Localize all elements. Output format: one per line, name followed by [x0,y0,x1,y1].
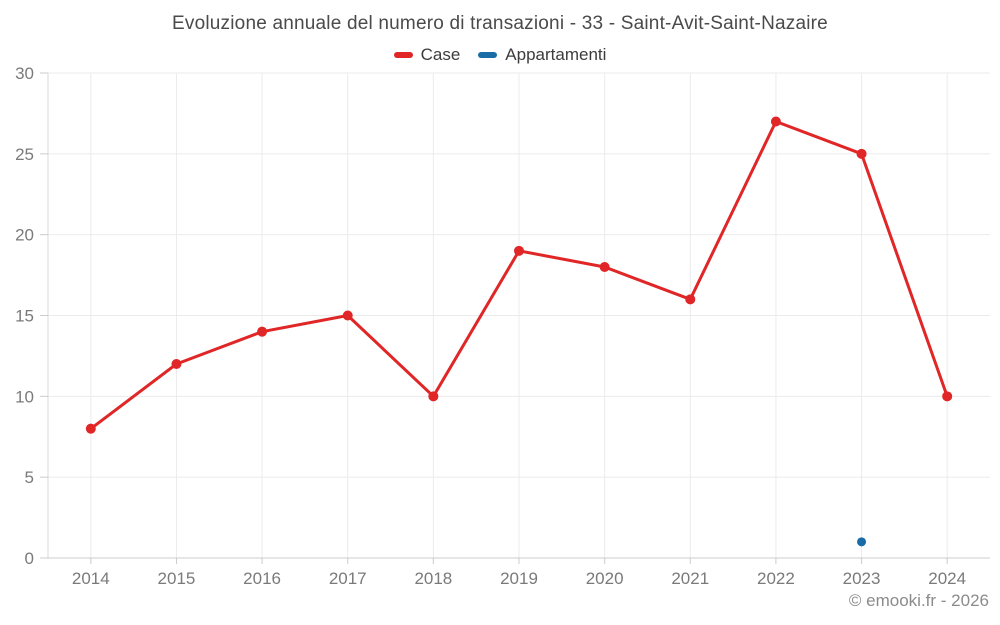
data-point-case-2020 [599,262,610,272]
data-point-case-2022 [770,116,781,127]
data-point-case-2017 [342,310,353,321]
chart-title: Evoluzione annuale del numero di transaz… [172,13,828,34]
y-tick-label: 5 [25,468,34,487]
legend-swatch [393,52,413,58]
legend-label: Appartamenti [505,45,607,64]
x-tick-label: 2020 [586,569,624,588]
legend-item-case[interactable]: Case [393,45,461,65]
data-point-case-2023 [856,148,867,159]
x-tick-label: 2017 [329,569,367,588]
y-tick-label: 0 [25,549,34,568]
x-tick-label: 2015 [158,569,196,588]
x-tick-label: 2023 [843,569,881,588]
y-tick-label: 10 [15,387,34,406]
data-point-case-2024 [942,391,953,402]
data-point-appartamenti-2023 [857,537,867,547]
chart-legend: Case Appartamenti [0,45,1000,65]
y-tick-label: 20 [15,226,34,245]
data-point-case-2015 [171,359,182,369]
data-point-case-2018 [428,391,439,402]
legend-label: Case [420,45,461,64]
x-tick-label: 2014 [72,569,110,588]
data-point-case-2019 [514,245,524,256]
x-tick-label: 2021 [671,569,709,588]
y-tick-label: 30 [15,64,34,83]
copyright-credit: © emooki.fr - 2026 [848,591,989,610]
legend-swatch [478,52,498,58]
y-tick-label: 15 [15,307,34,326]
y-tick-label: 25 [15,145,34,164]
data-point-case-2014 [85,423,96,434]
x-tick-label: 2016 [243,569,281,588]
data-point-case-2021 [685,294,696,305]
x-tick-label: 2018 [414,569,452,588]
x-tick-label: 2019 [500,569,538,588]
x-tick-label: 2024 [928,569,966,588]
legend-item-appartamenti[interactable]: Appartamenti [478,45,606,65]
x-tick-label: 2022 [757,569,795,588]
data-point-case-2016 [257,326,268,337]
